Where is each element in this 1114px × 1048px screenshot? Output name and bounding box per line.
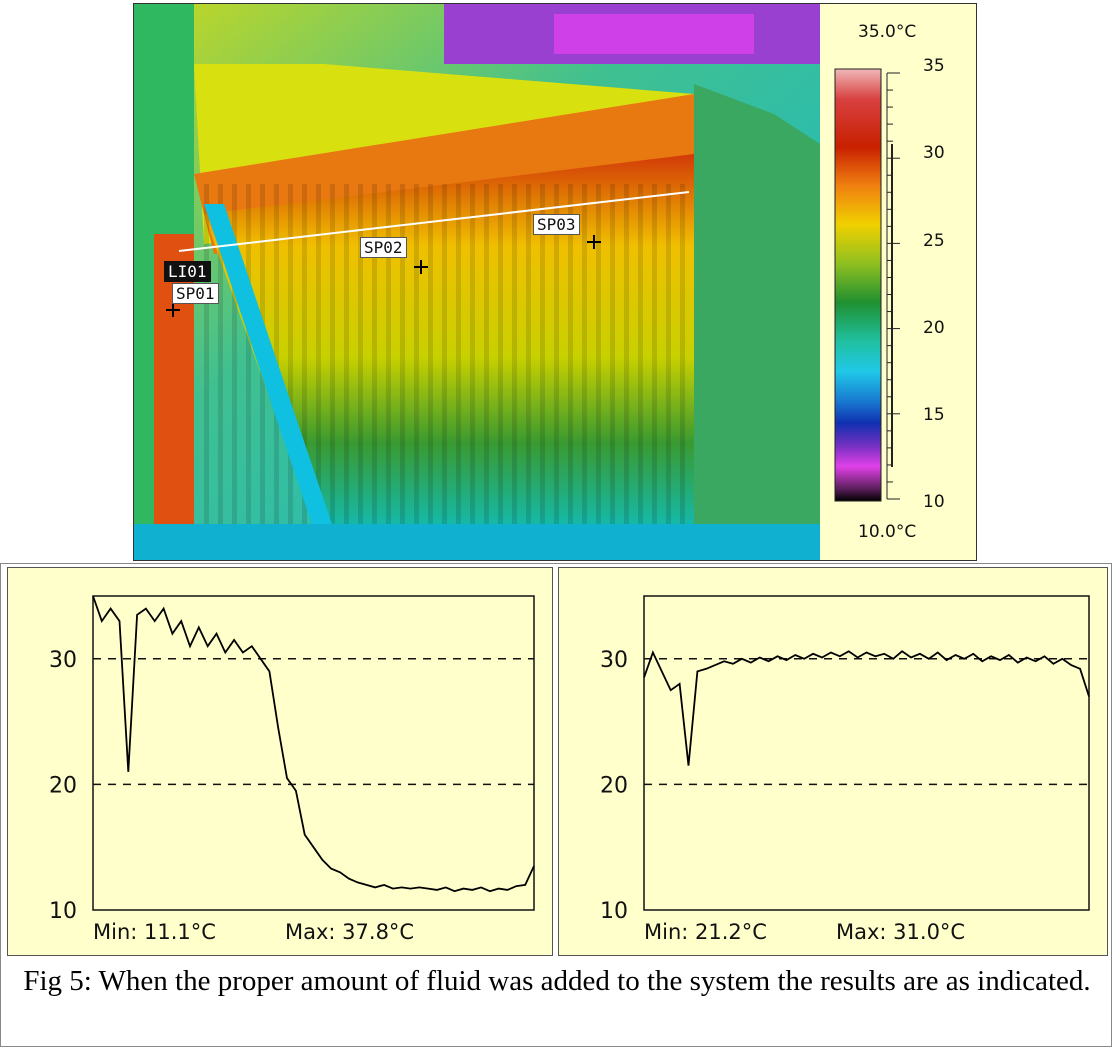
figure-caption: Fig 5: When the proper amount of fluid w… <box>23 965 1091 997</box>
line-label-li01: LI01 <box>164 261 211 282</box>
plot-area <box>92 595 535 911</box>
plot-area <box>643 595 1090 911</box>
temperature-scale-panel: 35.0°C <box>820 4 976 560</box>
thermal-image-panel: LI01 SP01 SP02 SP03 35.0°C <box>133 3 977 561</box>
min-temp-label: Min: 21.2°C <box>644 920 767 944</box>
min-temp-label: Min: 11.1°C <box>93 920 216 944</box>
spot-label-sp03: SP03 <box>533 214 580 235</box>
thermal-image-svg <box>134 4 820 560</box>
max-temp-label: Max: 31.0°C <box>836 920 965 944</box>
scale-max-label: 35.0°C <box>858 22 917 42</box>
scale-min-label: 10.0°C <box>858 522 917 542</box>
profile-line <box>643 650 1090 766</box>
scale-tick-30: 30 <box>923 143 945 163</box>
profile-chart-right-svg: 10 20 30 Min: 21.2°C Max: 31.0°C <box>600 595 1090 944</box>
scale-tick-20: 20 <box>923 318 945 338</box>
spot-label-sp02: SP02 <box>360 237 407 258</box>
profile-chart-left: 10 20 30 Min: 11.1°C Max: 37.8°C <box>7 567 553 956</box>
scale-tick-35: 35 <box>923 56 945 76</box>
max-temp-label: Max: 37.8°C <box>285 920 414 944</box>
profile-chart-left-svg: 10 20 30 Min: 11.1°C Max: 37.8°C <box>49 595 535 944</box>
y-tick-label: 10 <box>49 899 77 924</box>
y-tick-label: 10 <box>600 899 628 924</box>
y-tick-label: 30 <box>49 648 77 673</box>
thermal-image: LI01 SP01 SP02 SP03 <box>134 4 820 560</box>
color-scale-bar <box>834 68 900 502</box>
profile-line <box>92 595 535 893</box>
scale-tick-15: 15 <box>923 405 945 425</box>
y-tick-label: 20 <box>49 773 77 798</box>
y-tick-label: 30 <box>600 648 628 673</box>
spot-label-sp01: SP01 <box>172 283 219 304</box>
profile-chart-right: 10 20 30 Min: 21.2°C Max: 31.0°C <box>558 567 1108 956</box>
scale-tick-25: 25 <box>923 231 945 251</box>
y-tick-label: 20 <box>600 773 628 798</box>
scale-tick-10: 10 <box>923 492 945 512</box>
